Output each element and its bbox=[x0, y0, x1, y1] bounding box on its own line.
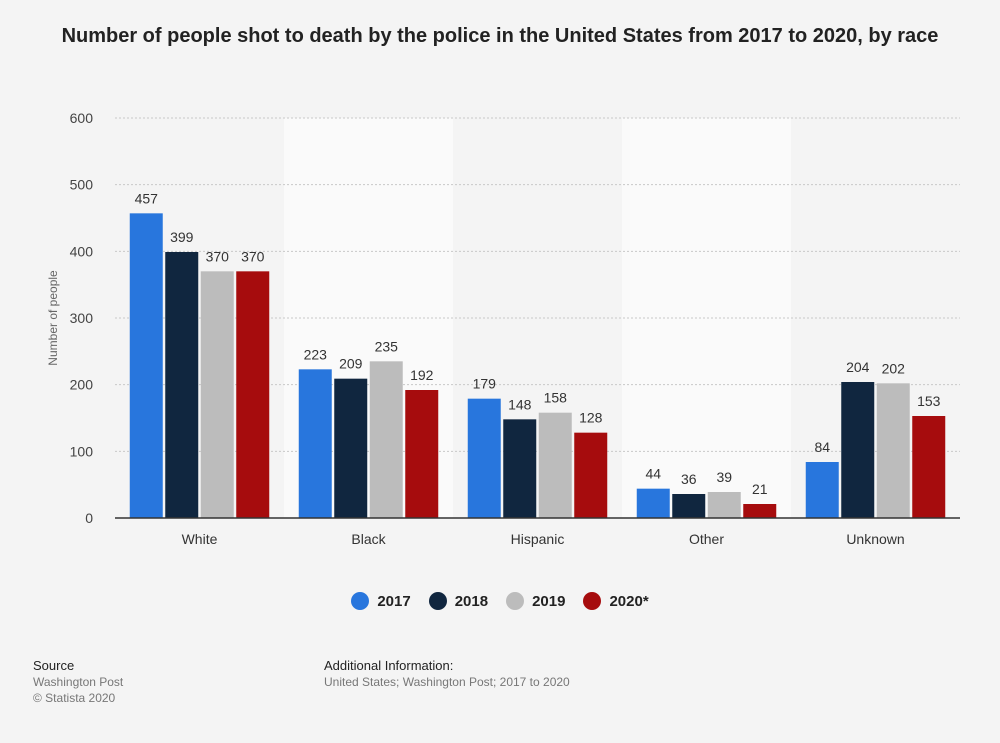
legend-swatch bbox=[428, 592, 447, 610]
bar bbox=[369, 361, 403, 518]
bar bbox=[298, 369, 332, 518]
bar-value-label: 235 bbox=[375, 338, 399, 354]
y-tick-label: 200 bbox=[70, 377, 94, 393]
bar-value-label: 158 bbox=[544, 390, 568, 406]
bar bbox=[876, 383, 910, 518]
bar bbox=[405, 390, 439, 518]
x-tick-label: White bbox=[182, 531, 218, 547]
additional-info-block: Additional Information: United States; W… bbox=[324, 658, 570, 690]
legend-swatch bbox=[506, 592, 525, 610]
bar-value-label: 36 bbox=[681, 471, 697, 487]
bar-value-label: 21 bbox=[752, 481, 768, 497]
bar bbox=[236, 271, 270, 518]
bar bbox=[503, 419, 537, 518]
legend-label: 2020* bbox=[609, 592, 649, 610]
bar bbox=[574, 432, 608, 518]
bar-value-label: 128 bbox=[579, 410, 603, 426]
bar bbox=[841, 382, 875, 518]
x-tick-label: Hispanic bbox=[511, 531, 565, 547]
bar bbox=[200, 271, 234, 518]
bar bbox=[165, 252, 199, 518]
additional-info-heading: Additional Information: bbox=[324, 658, 454, 673]
y-tick-label: 600 bbox=[70, 110, 94, 126]
bar bbox=[805, 462, 839, 518]
bar-value-label: 39 bbox=[716, 469, 732, 485]
additional-info-text: United States; Washington Post; 2017 to … bbox=[324, 675, 570, 689]
bar bbox=[467, 398, 501, 518]
bar-value-label: 202 bbox=[882, 360, 906, 376]
bar-value-label: 192 bbox=[410, 367, 434, 383]
y-axis-label: Number of people bbox=[46, 270, 60, 366]
bar bbox=[912, 416, 946, 518]
legend-item[interactable]: 2019 bbox=[506, 592, 565, 610]
legend-item[interactable]: 2018 bbox=[428, 592, 489, 610]
category-band bbox=[622, 118, 791, 518]
bars bbox=[129, 213, 946, 519]
legend-item[interactable]: 2017 bbox=[351, 592, 411, 610]
bar bbox=[129, 213, 163, 519]
legend-swatch bbox=[583, 592, 602, 610]
chart-title: Number of people shot to death by the po… bbox=[61, 25, 939, 47]
bar-value-label: 44 bbox=[645, 466, 661, 482]
copyright-line: © Statista 2020 bbox=[33, 691, 116, 705]
x-tick-label: Black bbox=[351, 531, 386, 547]
legend-swatch bbox=[351, 592, 370, 610]
bar-value-label: 209 bbox=[339, 356, 363, 372]
bar-value-label: 148 bbox=[508, 396, 532, 412]
source-line: Washington Post bbox=[33, 675, 124, 689]
y-tick-label: 300 bbox=[70, 310, 94, 326]
bar bbox=[672, 494, 706, 518]
bar bbox=[707, 492, 741, 518]
source-heading: Source bbox=[33, 658, 75, 673]
bar bbox=[334, 378, 368, 518]
y-tick-label: 400 bbox=[70, 243, 94, 259]
y-tick-label: 100 bbox=[70, 443, 94, 459]
x-tick-label: Other bbox=[689, 531, 724, 547]
bar-value-labels: 457 399 370 370 223 209 235 192 179 148 158 128 44 36… bbox=[135, 190, 941, 497]
legend-label: 2017 bbox=[377, 592, 411, 610]
bar-value-label: 204 bbox=[846, 359, 870, 375]
bar-chart: 0 100 200 300 400 500 600 Number of people 457… bbox=[46, 110, 960, 547]
bar bbox=[538, 412, 572, 518]
legend: 2017 2018 2019 2020* bbox=[0, 592, 1000, 610]
bar-value-label: 223 bbox=[304, 346, 328, 362]
bar-value-label: 457 bbox=[135, 190, 159, 206]
bar bbox=[636, 488, 670, 518]
legend-label: 2019 bbox=[532, 592, 566, 610]
legend-item[interactable]: 2020* bbox=[583, 592, 649, 610]
y-axis-ticks: 0 100 200 300 400 500 600 bbox=[70, 110, 94, 526]
bar-value-label: 153 bbox=[917, 393, 941, 409]
bar-value-label: 179 bbox=[473, 376, 497, 392]
x-tick-label: Unknown bbox=[846, 531, 904, 547]
source-block: Source Washington Post © Statista 2020 bbox=[33, 658, 123, 706]
y-tick-label: 500 bbox=[70, 177, 94, 193]
legend-label: 2018 bbox=[454, 592, 489, 610]
bar-value-label: 370 bbox=[241, 248, 265, 264]
y-tick-label: 0 bbox=[85, 510, 93, 526]
bar-value-label: 370 bbox=[206, 248, 230, 264]
bar bbox=[743, 504, 777, 518]
bar-value-label: 399 bbox=[170, 229, 194, 245]
x-axis-ticks: White Black Hispanic Other Unknown bbox=[182, 531, 905, 547]
bar-value-label: 84 bbox=[814, 439, 830, 455]
